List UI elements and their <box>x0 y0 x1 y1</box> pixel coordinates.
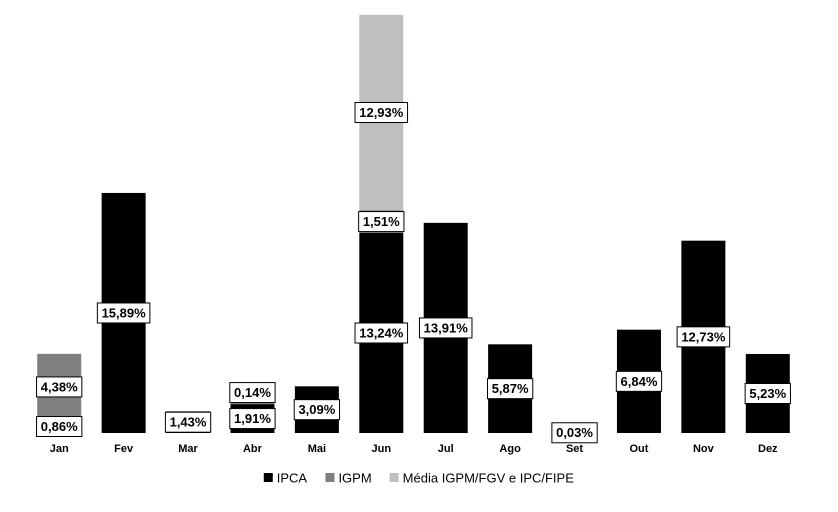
data-label-box <box>744 382 791 404</box>
x-tick-label: Dez <box>758 443 778 455</box>
bar-segment <box>230 402 275 405</box>
data-label: 0,14% <box>234 385 271 400</box>
data-label: 5,87% <box>492 381 529 396</box>
data-label: 1,91% <box>234 411 271 426</box>
legend-swatch <box>263 473 273 482</box>
data-label-box <box>615 370 663 392</box>
data-label: 0,86% <box>41 419 78 434</box>
data-label-box <box>96 302 151 324</box>
legend-label: IPCA <box>277 470 308 485</box>
data-label: 13,91% <box>424 320 469 335</box>
x-tick-label: Nov <box>693 443 715 455</box>
data-label-box <box>551 422 598 444</box>
data-label: 5,23% <box>749 386 786 401</box>
data-label: 0,03% <box>556 425 593 440</box>
data-label: 1,51% <box>363 214 400 229</box>
data-label-box <box>358 211 405 233</box>
data-label: 13,24% <box>359 325 404 340</box>
data-label-box <box>164 411 212 433</box>
x-tick-label: Mar <box>178 443 198 455</box>
x-tick-label: Set <box>566 443 583 455</box>
data-label-box <box>293 399 341 421</box>
x-tick-label: Jun <box>372 443 392 455</box>
data-label-box <box>229 408 276 430</box>
legend-swatch <box>325 473 335 482</box>
x-tick-label: Ago <box>499 443 521 455</box>
legend-label: IGPM <box>338 470 371 485</box>
x-tick-label: Abr <box>243 443 263 455</box>
data-label-box <box>354 102 409 124</box>
data-label: 12,73% <box>681 329 726 344</box>
data-label: 15,89% <box>102 305 147 320</box>
data-label: 12,93% <box>359 105 404 120</box>
legend-swatch <box>389 473 399 482</box>
data-label: 6,84% <box>621 374 658 389</box>
data-label-box <box>418 317 473 339</box>
data-label-box <box>36 376 83 398</box>
data-label: 3,09% <box>298 402 335 417</box>
data-label-box <box>676 326 731 348</box>
data-label-box <box>354 322 409 344</box>
data-label-box <box>486 378 534 400</box>
x-tick-label: Fev <box>114 443 134 455</box>
x-tick-label: Out <box>629 443 648 455</box>
x-tick-label: Mai <box>308 443 326 455</box>
data-label-box <box>36 416 83 438</box>
data-label-box <box>229 382 276 404</box>
x-tick-label: Jul <box>438 443 454 455</box>
data-label: 4,38% <box>41 379 78 394</box>
legend-label: Média IGPM/FGV e IPC/FIPE <box>403 470 575 485</box>
data-label: 1,43% <box>170 415 207 430</box>
x-tick-label: Jan <box>50 443 69 455</box>
